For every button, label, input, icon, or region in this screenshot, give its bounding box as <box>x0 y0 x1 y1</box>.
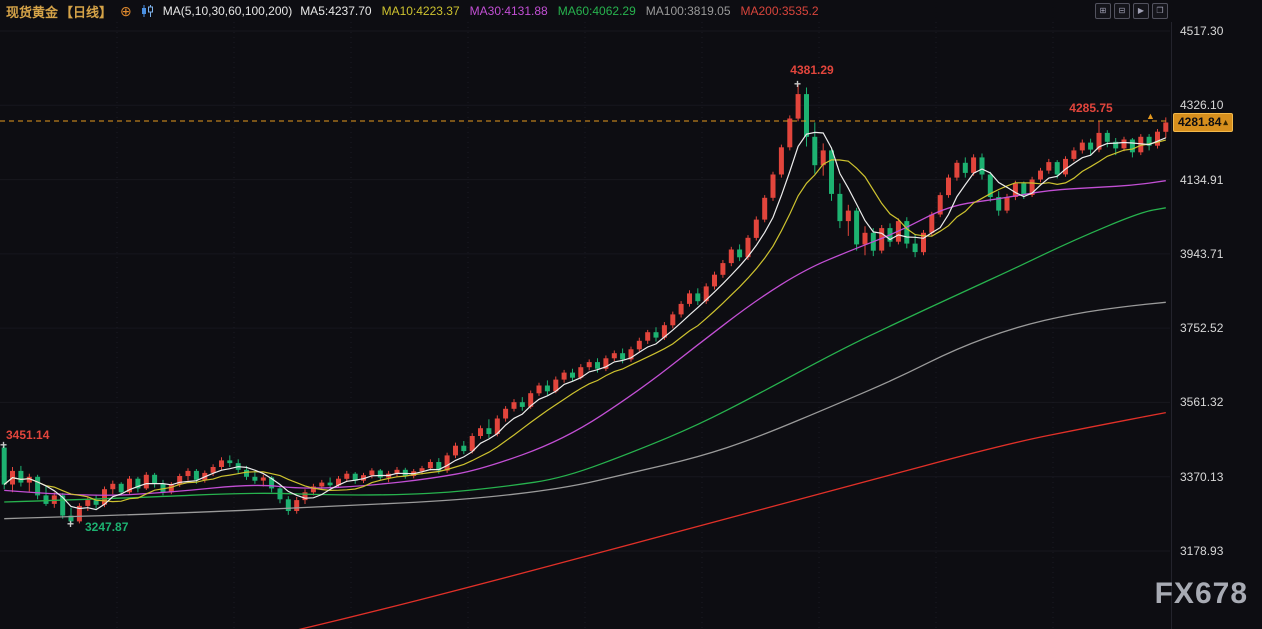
symbol-title: 现货黄金 <box>6 4 59 20</box>
watermark: FX678 <box>1154 577 1248 610</box>
ma-value-MA100: MA100:3819.05 <box>645 4 731 18</box>
axis-price-label: 4517.30 <box>1180 24 1224 38</box>
annotation-4381.29: 4381.29 <box>790 63 834 77</box>
ma-value-MA30: MA30:4131.88 <box>469 4 548 18</box>
axis-price-label: 3370.13 <box>1180 470 1224 484</box>
axis-price-label: 3561.32 <box>1180 395 1224 409</box>
ma-params-label: MA(5,10,30,60,100,200) <box>162 4 293 18</box>
current-price-tag: 4281.84 ▴ <box>1173 113 1233 132</box>
add-overlay-icon[interactable]: ⊕ <box>120 3 132 19</box>
axis-price-label: 3178.93 <box>1180 544 1224 558</box>
ma-value-MA200: MA200:3535.2 <box>740 4 819 18</box>
split-pane-icon[interactable]: ⊟ <box>1114 3 1130 19</box>
price-marker-cross: + <box>67 517 75 531</box>
chart-toolbar: ⊞ ⊟ ▶ ❐ <box>1095 3 1168 19</box>
price-up-arrow-icon: ▴ <box>1223 116 1228 127</box>
ma-values-row: MA5:4237.70 MA10:4223.37 MA30:4131.88 MA60:… <box>300 4 818 18</box>
grid-layout-icon[interactable]: ⊞ <box>1095 3 1111 19</box>
chart-header: 现货黄金 【日线】 ⊕ MA(5,10,30,60,100,200) MA5:4… <box>6 2 819 20</box>
ma-value-MA5: MA5:4237.70 <box>300 4 372 18</box>
kline-style-icon[interactable] <box>140 5 155 17</box>
axis-price-label: 3752.52 <box>1180 321 1224 335</box>
new-window-icon[interactable]: ❐ <box>1152 3 1168 19</box>
annotation-3451.14: 3451.14 <box>6 428 50 442</box>
price-marker-cross: + <box>0 438 8 452</box>
axis-price-label: 4326.10 <box>1180 98 1224 112</box>
annotation-4285.75: 4285.75 <box>1069 101 1113 115</box>
annotation-3247.87: 3247.87 <box>85 520 129 534</box>
current-price-value: 4281.84 <box>1178 115 1222 129</box>
playback-icon[interactable]: ▶ <box>1133 3 1149 19</box>
ma-value-MA60: MA60:4062.29 <box>557 4 636 18</box>
ma-value-MA10: MA10:4223.37 <box>381 4 460 18</box>
timeframe-label: 【日线】 <box>60 4 113 20</box>
svg-text:▲: ▲ <box>1146 111 1155 121</box>
price-marker-cross: + <box>794 77 802 91</box>
axis-price-label: 4134.91 <box>1180 173 1224 187</box>
axis-price-label: 3943.71 <box>1180 247 1224 261</box>
